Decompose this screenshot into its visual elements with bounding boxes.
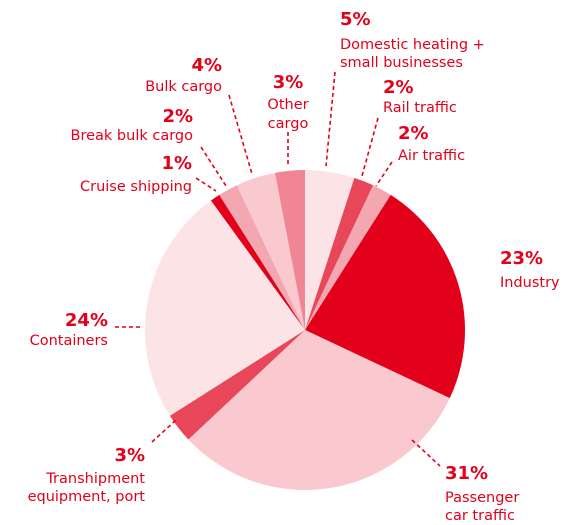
leader-line: [361, 117, 379, 177]
slice-label: Bulk cargo: [145, 79, 222, 95]
slice-label: Cruise shipping: [80, 179, 192, 195]
pie-slice: [219, 185, 305, 330]
slice-label: Rail traffic: [383, 100, 457, 116]
value-label: 23%: [500, 248, 543, 269]
slice-label: Passenger car traffic: [445, 490, 519, 524]
value-label: 2%: [398, 123, 429, 144]
slice-label: Industry: [500, 275, 560, 291]
value-label: 2%: [383, 77, 414, 98]
slice-label: Other cargo: [267, 97, 308, 132]
leader-line: [375, 161, 393, 187]
pie-slice: [305, 177, 374, 330]
pie-slice: [210, 194, 305, 330]
value-label: 5%: [340, 9, 371, 30]
pie-slice: [236, 172, 305, 330]
leader-line: [200, 146, 227, 187]
value-label: 31%: [445, 463, 488, 484]
value-label: 3%: [114, 445, 145, 466]
leader-line: [325, 71, 336, 167]
value-label: 3%: [273, 72, 304, 93]
pie-slice: [188, 330, 450, 491]
value-label: 1%: [161, 153, 192, 174]
leader-line: [151, 419, 177, 443]
leader-line: [195, 177, 217, 192]
pie-slice: [145, 200, 305, 416]
slice-label: Transhipment equipment, port: [28, 471, 146, 505]
pie-slice: [305, 185, 391, 330]
leader-line: [228, 94, 253, 175]
slice-label: Domestic heating + small businesses: [340, 37, 485, 71]
value-label: 24%: [65, 310, 108, 331]
pie-slice: [305, 194, 465, 399]
value-label: 2%: [162, 106, 193, 127]
pie-slice: [275, 170, 305, 330]
slice-label: Air traffic: [398, 148, 465, 164]
value-label: 4%: [191, 55, 222, 76]
leader-line: [411, 439, 441, 467]
slice-label: Containers: [30, 333, 108, 349]
slice-label: Break bulk cargo: [71, 128, 194, 144]
pie-slice: [305, 170, 355, 330]
pie-slice: [169, 330, 305, 440]
